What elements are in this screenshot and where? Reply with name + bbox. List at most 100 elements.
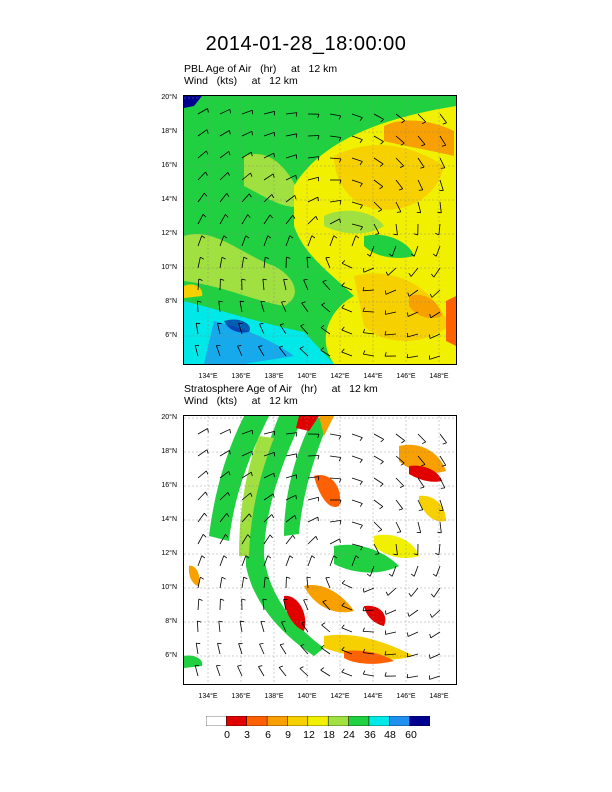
wind-barb — [303, 279, 309, 291]
wind-barb-flag — [338, 137, 342, 142]
wind-barb-flag — [333, 555, 338, 559]
wind-barb — [263, 430, 275, 435]
wind-barb — [431, 609, 441, 618]
wind-barb-flag — [338, 435, 342, 440]
wind-barb-flag — [360, 546, 363, 551]
wind-barb-flag — [362, 627, 365, 632]
wind-barb — [329, 433, 341, 437]
wind-barb-flag — [430, 593, 435, 598]
wind-barb-flag — [421, 144, 426, 147]
wind-barb-flag — [272, 173, 275, 178]
wind-barb — [279, 324, 287, 335]
wind-barb — [300, 325, 309, 335]
wind-barb-flag — [218, 620, 223, 623]
wind-barb-flag — [295, 133, 298, 138]
wind-barb — [435, 245, 441, 257]
wind-barb — [241, 235, 247, 247]
wind-barb — [439, 179, 444, 191]
wind-barb-flag — [227, 492, 231, 497]
wind-barb — [341, 627, 353, 633]
colorbar-label: 6 — [265, 729, 271, 741]
colorbar-swatch — [389, 716, 411, 726]
lat-label: 8°N — [165, 298, 177, 305]
wind-barb — [285, 235, 291, 247]
wind-barb-flag — [380, 461, 384, 465]
wind-barb — [321, 624, 331, 633]
wind-barb-flag — [229, 109, 231, 114]
wind-barb — [241, 534, 249, 545]
wind-barb — [263, 472, 275, 479]
wind-barb-flag — [362, 648, 366, 653]
wind-barb — [195, 323, 199, 335]
wind-barb — [322, 281, 331, 291]
wind-barb — [391, 245, 397, 257]
wind-barb-flag — [435, 552, 440, 556]
wind-barb-flag — [228, 151, 231, 156]
wind-barb-flag — [399, 165, 404, 168]
wind-barb-flag — [384, 352, 387, 357]
wind-barb — [417, 455, 426, 465]
wind-barb — [285, 174, 297, 181]
wind-barb-flag — [317, 197, 319, 202]
lat-label: 10°N — [161, 264, 177, 271]
wind-barb — [417, 135, 426, 145]
wind-barb-flag — [393, 553, 398, 556]
wind-barb — [219, 151, 230, 159]
wind-barb — [285, 112, 297, 115]
wind-barb — [395, 433, 405, 442]
wind-barb-flag — [311, 235, 316, 239]
wind-barb-flag — [245, 555, 250, 559]
plot-title: 2014-01-28_18:00:00 — [205, 33, 407, 55]
wind-barb-flag — [226, 193, 230, 197]
wind-barb-flag — [321, 302, 326, 306]
wind-barb — [407, 653, 419, 658]
wind-barb — [329, 555, 335, 567]
wind-barb-flag — [321, 622, 326, 626]
lon-label: 134°E — [198, 373, 218, 380]
wind-barb — [417, 113, 426, 123]
wind-barb-flag — [378, 529, 382, 532]
wind-barb — [197, 235, 203, 247]
wind-barb-flag — [320, 644, 325, 648]
wind-barb — [329, 235, 335, 247]
wind-barb — [258, 346, 265, 357]
wind-barb-flag — [205, 491, 208, 496]
wind-barb-flag — [204, 192, 208, 197]
wind-barb — [241, 471, 252, 479]
wind-barb — [395, 179, 404, 189]
wind-barb — [195, 643, 199, 655]
wind-barb — [263, 452, 275, 457]
wind-barb-flag — [432, 253, 437, 257]
wind-barb — [219, 534, 226, 545]
wind-barb-flag — [441, 144, 446, 147]
wind-barb-flag — [388, 253, 393, 257]
wind-barb-flag — [259, 643, 264, 645]
wind-barb — [320, 647, 331, 655]
wind-barb-flag — [398, 188, 403, 191]
wind-barb-flag — [396, 531, 401, 533]
wind-barb-flag — [407, 292, 410, 297]
wind-barb — [197, 278, 200, 291]
wind-barb — [362, 289, 375, 292]
wind-barb — [439, 499, 444, 511]
wind-barb — [259, 323, 265, 335]
wind-barb — [439, 135, 447, 146]
wind-barb-flag — [220, 598, 225, 601]
wind-barb — [373, 499, 384, 507]
wind-barb-flag — [220, 278, 225, 281]
colorbar-swatch — [368, 716, 390, 726]
wind-barb — [283, 279, 287, 291]
wind-barb-flag — [289, 235, 294, 239]
wind-barb-flag — [267, 555, 272, 559]
wind-barb — [329, 135, 341, 138]
wind-barb-flag — [262, 278, 267, 281]
wind-barb-flag — [339, 499, 342, 504]
colorbar-label: 24 — [343, 729, 355, 741]
wind-barb — [218, 301, 221, 313]
wind-barb — [329, 520, 341, 523]
wind-barb — [439, 433, 447, 444]
wind-barb — [263, 257, 266, 269]
wind-barb — [281, 621, 287, 633]
wind-barb — [285, 494, 297, 501]
wind-barb-flag — [429, 334, 431, 339]
